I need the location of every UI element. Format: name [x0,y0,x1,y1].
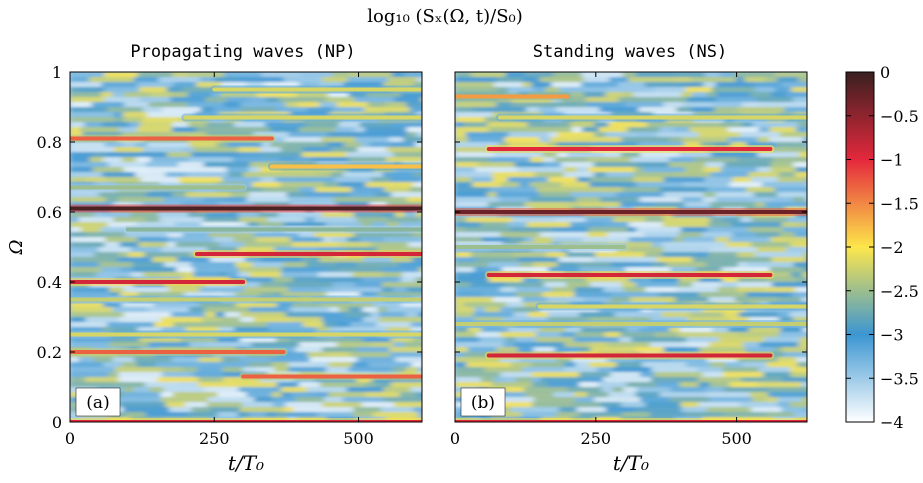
colorbar-tick-label: −4 [880,413,904,432]
y-tick-label: 0.8 [37,133,62,152]
y-tick-label: 0 [52,413,62,432]
panel-a-title: Propagating waves (NP) [130,42,355,62]
y-axis-label: Ω [6,239,27,255]
panel-a: 0 250 500 0 0.2 0.4 0.6 0.8 1 (a) Ω t/T₀ [6,63,423,475]
main-title: log₁₀ (Sₓ(Ω, t)/S₀) [367,6,523,27]
colorbar-tick-label: −0.5 [880,107,919,126]
panel-b: 0 250 500 (b) t/T₀ [450,71,808,475]
heatmap-b [455,72,807,422]
axes-a-ticks: 0 250 500 0 0.2 0.4 0.6 0.8 1 [37,63,422,448]
x-tick-label: 0 [65,429,75,448]
heatmap-texture [455,72,807,422]
y-tick-label: 0.2 [37,343,62,362]
panel-b-frame [454,71,808,423]
colorbar-tick-label: −2 [880,238,904,257]
colorbar-tick-label: −1 [880,151,904,170]
colorbar: 0 −0.5 −1 −1.5 −2 −2.5 −3 −3.5 −4 [845,63,919,432]
heatmap-ridges [70,85,422,422]
panel-b-label: (b) [471,393,495,413]
heatmap-ridges [455,92,807,422]
x-tick-label: 250 [581,429,612,448]
panel-b-title: Standing waves (NS) [533,42,727,62]
x-tick-label: 250 [199,429,230,448]
x-axis-label-b: t/T₀ [613,451,649,475]
y-tick-label: 0.6 [37,203,62,222]
heatmap-a [70,72,422,422]
heatmap-texture [70,72,422,422]
panel-b-label-box: (b) [460,387,506,417]
colorbar-tick-label: 0 [880,63,890,82]
x-axis-label-a: t/T₀ [228,451,264,475]
colorbar-tick-label: −3.5 [880,369,919,388]
colorbar-tick-label: −3 [880,326,904,345]
colorbar-ticks: 0 −0.5 −1 −1.5 −2 −2.5 −3 −3.5 −4 [846,63,919,432]
x-tick-label: 500 [721,429,752,448]
panel-a-label-box: (a) [75,387,121,417]
x-tick-label: 0 [450,429,460,448]
x-tick-label: 500 [343,429,374,448]
y-tick-label: 0.4 [37,273,62,292]
colorbar-tick-label: −1.5 [880,194,919,213]
panel-a-frame [69,71,423,423]
colorbar-tick-label: −2.5 [880,282,919,301]
y-tick-label: 1 [52,63,62,82]
axes-b-ticks: 0 250 500 [450,71,807,448]
panel-a-label: (a) [86,393,109,413]
